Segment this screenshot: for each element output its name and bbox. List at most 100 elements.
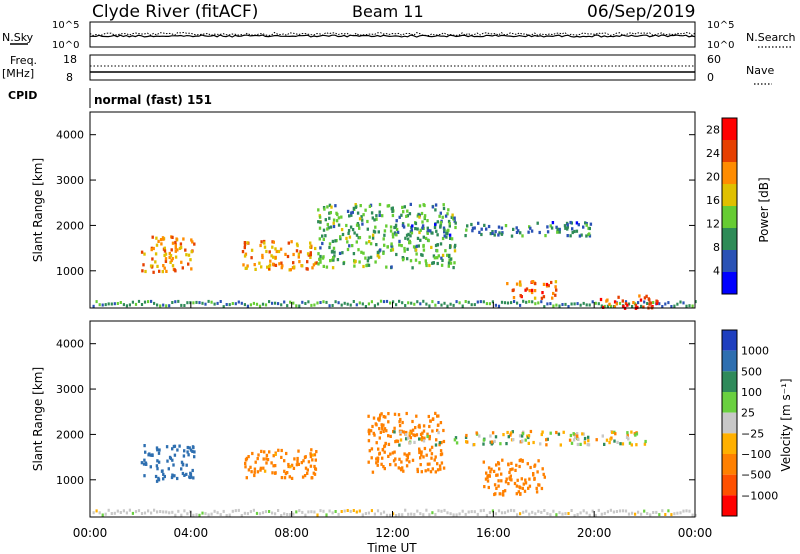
scatter-cell: [489, 470, 492, 474]
scatter-cell: [309, 455, 313, 459]
scatter-cell: [413, 440, 416, 444]
scatter-cell: [631, 305, 634, 308]
scatter-cell: [470, 303, 473, 307]
scatter-cell: [420, 253, 423, 257]
scatter-cell: [455, 300, 458, 304]
scatter-cell: [152, 270, 155, 274]
scatter-cell: [442, 206, 446, 211]
scatter-cell: [210, 512, 213, 516]
scatter-cell: [383, 243, 386, 247]
scatter-cell: [540, 432, 543, 437]
scatter-cell: [345, 223, 348, 228]
scatter-cell: [319, 246, 322, 250]
scatter-cell: [399, 432, 402, 436]
scatter-cell: [582, 225, 585, 229]
scatter-cell: [391, 232, 395, 236]
scatter-cell: [434, 303, 437, 307]
scatter-cell: [676, 511, 679, 515]
scatter-cell: [306, 260, 309, 264]
scatter-cell: [301, 475, 305, 479]
scatter-cell: [429, 470, 433, 474]
scatter-cell: [394, 463, 397, 467]
scatter-cell: [582, 509, 585, 513]
scatter-cell: [141, 269, 144, 273]
y-tick-label: 1000: [56, 265, 84, 278]
scatter-cell: [334, 239, 337, 243]
scatter-cell: [455, 513, 458, 517]
scatter-cell: [241, 250, 245, 254]
scatter-cell: [478, 434, 481, 438]
scatter-cell: [113, 302, 116, 306]
scatter-cell: [243, 303, 246, 307]
noise-right-tick-top: 10^5: [707, 20, 734, 31]
scatter-cell: [376, 302, 380, 306]
scatter-cell: [618, 301, 622, 305]
scatter-cell: [319, 509, 322, 513]
scatter-cell: [416, 469, 419, 474]
scatter-cell: [682, 301, 685, 305]
scatter-cell: [274, 512, 277, 516]
scatter-cell: [349, 509, 352, 513]
scatter-cell: [190, 267, 193, 271]
scatter-cell: [381, 447, 385, 452]
scatter-cell: [521, 432, 525, 436]
scatter-cell: [310, 448, 313, 452]
scatter-cell: [358, 509, 361, 513]
scatter-cell: [519, 486, 522, 490]
scatter-cell: [362, 213, 365, 217]
scatter-cell: [422, 429, 426, 433]
scatter-cell: [431, 205, 435, 209]
scatter-cell: [297, 449, 300, 453]
scatter-cell: [566, 227, 569, 231]
scatter-cell: [195, 513, 198, 517]
scatter-cell: [482, 508, 485, 512]
scatter-cell: [424, 236, 428, 240]
scatter-cell: [171, 241, 175, 245]
scatter-cell: [253, 473, 256, 478]
scatter-cell: [424, 259, 427, 263]
scatter-cell: [150, 511, 153, 515]
scatter-cell: [319, 254, 322, 259]
scatter-cell: [189, 475, 193, 479]
scatter-cell: [514, 468, 517, 472]
scatter-cell: [525, 300, 528, 304]
velocity-colorbar-frame: [721, 329, 738, 517]
scatter-cell: [251, 451, 254, 456]
scatter-cell: [429, 229, 432, 233]
scatter-cell: [446, 304, 449, 308]
scatter-cell: [254, 460, 257, 464]
scatter-cell: [303, 474, 307, 478]
scatter-cell: [376, 509, 380, 513]
scatter-cell: [162, 510, 165, 514]
scatter-cell: [571, 230, 574, 235]
scatter-cell: [332, 246, 336, 250]
scatter-cell: [157, 239, 160, 243]
scatter-cell: [143, 474, 146, 478]
scatter-cell: [289, 268, 292, 272]
scatter-cell: [182, 237, 185, 241]
scatter-cell: [582, 432, 585, 436]
scatter-cell: [332, 224, 336, 229]
scatter-cell: [638, 294, 641, 298]
scatter-cell: [500, 472, 503, 476]
scatter-cell: [573, 229, 576, 234]
scatter-cell: [436, 220, 439, 224]
scatter-cell: [151, 235, 154, 239]
scatter-cell: [369, 255, 373, 259]
scatter-cell: [189, 448, 193, 452]
scatter-cell: [505, 442, 508, 446]
scatter-cell: [408, 460, 411, 464]
scatter-cell: [583, 441, 587, 445]
scatter-cell: [311, 453, 314, 457]
scatter-cell: [605, 438, 609, 442]
scatter-cell: [330, 205, 333, 209]
scatter-cell: [538, 230, 541, 235]
cpid-label: CPID: [8, 89, 37, 102]
scatter-cell: [430, 452, 434, 456]
scatter-cell: [555, 303, 558, 307]
scatter-cell: [405, 437, 408, 441]
scatter-cell: [489, 232, 492, 236]
scatter-cell: [566, 223, 569, 227]
scatter-cell: [351, 228, 355, 232]
power-colorbar-segment: [722, 206, 737, 228]
